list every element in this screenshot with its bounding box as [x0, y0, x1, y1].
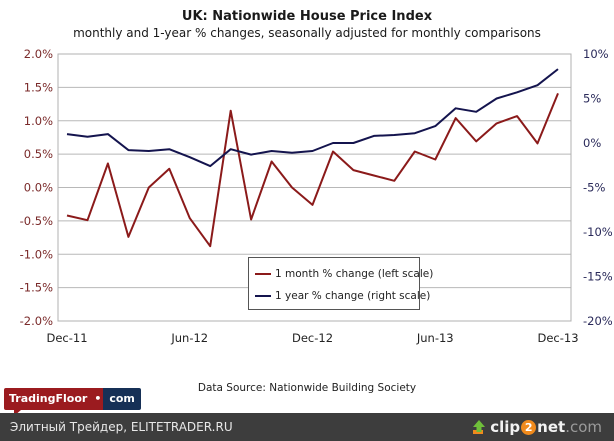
clip-two-badge: 2	[521, 419, 537, 435]
right-axis: 10% 5% 0% -5% -10% -15% -20%	[583, 47, 613, 328]
clip-net-text: net	[537, 418, 566, 436]
series-line-yearly	[66, 68, 559, 168]
x-axis: Dec-11 Jun-12 Dec-12 Jun-13 Dec-13	[46, 331, 578, 345]
legend-item-yearly: 1 year % change (right scale)	[255, 288, 430, 304]
legend-swatch-yearly	[255, 295, 271, 297]
left-tick-label: -0.5%	[20, 214, 53, 228]
series-group	[66, 68, 559, 248]
right-tick-label: -10%	[583, 225, 613, 239]
left-tick-label: 0.5%	[24, 147, 53, 161]
upload-arrow-icon	[473, 420, 486, 434]
left-tick-label: 1.0%	[24, 114, 53, 128]
data-source: Data Source: Nationwide Building Society	[197, 382, 417, 394]
right-tick-label: 5%	[583, 92, 601, 106]
logo-com: com	[103, 388, 141, 410]
clip-domain: .com	[565, 418, 602, 436]
chart-title: UK: Nationwide House Price Index	[181, 9, 433, 24]
chart-subtitle: monthly and 1-year % changes, seasonally…	[73, 26, 541, 40]
clip2net-logo: clip 2 net .com	[472, 418, 602, 436]
right-tick-label: 10%	[583, 47, 609, 61]
legend-item-monthly: 1 month % change (left scale)	[255, 266, 433, 282]
left-tick-label: 2.0%	[24, 47, 53, 61]
clip-text: clip	[490, 418, 521, 436]
left-tick-label: -1.0%	[20, 247, 53, 261]
left-axis: 2.0% 1.5% 1.0% 0.5% 0.0% -0.5% -1.0% -1.5% -2.0%	[20, 47, 53, 328]
left-tick-label: -1.5%	[20, 281, 53, 295]
watermark-text: Элитный Трейдер, ELITETRADER.RU	[10, 420, 233, 434]
legend-label-yearly: 1 year % change (right scale)	[275, 290, 431, 302]
x-tick-label: Jun-12	[170, 331, 208, 345]
logo-dot: •	[92, 388, 104, 410]
tradingfloor-logo: TradingFloor • com	[4, 388, 141, 416]
legend: 1 month % change (left scale) 1 year % c…	[248, 257, 433, 310]
x-tick-label: Dec-12	[292, 331, 333, 345]
right-tick-label: -5%	[583, 181, 605, 195]
left-tick-label: 0.0%	[24, 181, 53, 195]
x-tick-label: Dec-13	[537, 331, 578, 345]
right-tick-label: 0%	[583, 136, 601, 150]
logo-text: TradingFloor	[4, 388, 93, 410]
plot-frame	[57, 53, 572, 322]
chart-svg: 2.0% 1.5% 1.0% 0.5% 0.0% -0.5% -1.0% -1.5% -2.0%…	[20, 47, 613, 345]
left-tick-label: 1.5%	[24, 80, 53, 94]
x-tick-label: Dec-11	[46, 331, 87, 345]
legend-swatch-monthly	[255, 273, 271, 275]
series-line-monthly	[66, 93, 559, 248]
right-tick-label: -15%	[583, 270, 613, 284]
right-tick-label: -20%	[583, 314, 613, 328]
left-tick-label: -2.0%	[20, 314, 53, 328]
watermark-bar: Элитный Трейдер, ELITETRADER.RU clip 2 n…	[0, 413, 614, 441]
x-tick-label: Jun-13	[416, 331, 454, 345]
legend-label-monthly: 1 month % change (left scale)	[275, 268, 434, 280]
